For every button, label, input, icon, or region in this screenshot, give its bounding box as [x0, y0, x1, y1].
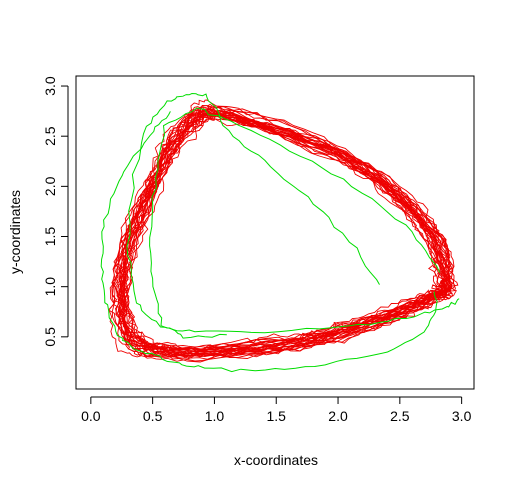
- x-tick-label: 1.5: [267, 408, 287, 424]
- red-trajectory: [116, 112, 455, 363]
- x-tick-label: 3.0: [452, 408, 472, 424]
- red-trajectory: [118, 113, 451, 353]
- x-tick-label: 2.5: [390, 408, 410, 424]
- y-tick-label: 1.0: [42, 277, 58, 297]
- x-tick-label: 0.0: [81, 408, 101, 424]
- y-tick-label: 2.0: [42, 176, 58, 196]
- green-trajectory: [126, 92, 460, 334]
- y-tick-label: 3.0: [42, 76, 58, 96]
- y-tick-label: 2.5: [42, 126, 58, 146]
- red-trajectory: [108, 110, 451, 362]
- trajectory-layer: [100, 92, 460, 373]
- x-tick-label: 0.5: [143, 408, 163, 424]
- green-trajectory: [149, 107, 441, 339]
- red-trajectory: [126, 112, 448, 355]
- x-tick-label: 1.0: [205, 408, 225, 424]
- green-trajectory: [100, 111, 438, 373]
- x-tick-label: 2.0: [328, 408, 348, 424]
- y-axis-label: y-coordinates: [7, 190, 23, 274]
- y-axis: 0.5 1.0 1.5 2.0 2.5 3.0: [42, 76, 69, 347]
- red-trajectory: [119, 108, 459, 358]
- red-trajectory: [118, 103, 451, 352]
- y-tick-label: 0.5: [42, 327, 58, 347]
- x-axis: 0.0 0.5 1.0 1.5 2.0 2.5 3.0: [81, 396, 472, 424]
- x-axis-label: x-coordinates: [234, 452, 318, 468]
- red-trajectory: [122, 117, 456, 358]
- plot-frame: [75, 75, 475, 390]
- y-tick-label: 1.5: [42, 227, 58, 247]
